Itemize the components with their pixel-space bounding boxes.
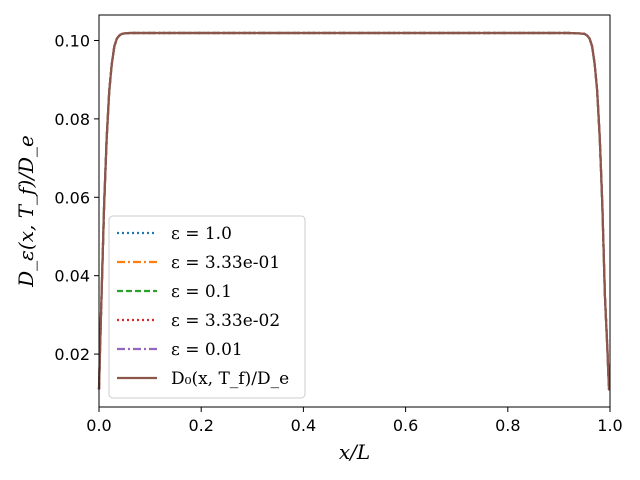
x-axis-label: x/L	[339, 440, 370, 464]
series-layer	[97, 31, 611, 391]
y-tick-label: 0.10	[54, 31, 90, 50]
legend-label-4: ε = 0.01	[171, 340, 243, 360]
series-line-5	[97, 31, 611, 391]
x-tick-label: 0.6	[393, 416, 418, 435]
x-tick-label: 0.0	[86, 416, 111, 435]
y-axis-label: D_ε(x, T_f)/D_e	[14, 135, 38, 288]
x-tick-label: 0.8	[495, 416, 520, 435]
y-tick-label: 0.08	[54, 110, 90, 129]
legend: ε = 1.0 ε = 3.33e-01 ε = 0.1 ε = 3.33e-02 ε …	[108, 215, 306, 399]
x-tick-label: 1.0	[597, 416, 622, 435]
y-tick-label: 0.02	[54, 345, 90, 364]
x-tick-label: 0.2	[188, 416, 213, 435]
plot-frame	[98, 14, 611, 408]
y-tick-label: 0.04	[54, 267, 90, 286]
x-axis: 0.0 0.2 0.4 0.6 0.8 1.0	[86, 407, 623, 435]
legend-label-5: D₀(x, T_f)/D_e	[171, 369, 289, 389]
y-tick-label: 0.06	[54, 188, 90, 207]
legend-label-3: ε = 3.33e-02	[171, 311, 280, 331]
x-tick-label: 0.4	[291, 416, 316, 435]
legend-label-2: ε = 0.1	[171, 282, 232, 302]
legend-box	[108, 215, 306, 399]
legend-items: ε = 1.0 ε = 3.33e-01 ε = 0.1 ε = 3.33e-02 ε …	[117, 224, 289, 389]
legend-label-1: ε = 3.33e-01	[171, 253, 280, 273]
y-axis: 0.02 0.04 0.06 0.08 0.10	[54, 31, 99, 364]
legend-label-0: ε = 1.0	[171, 224, 232, 244]
